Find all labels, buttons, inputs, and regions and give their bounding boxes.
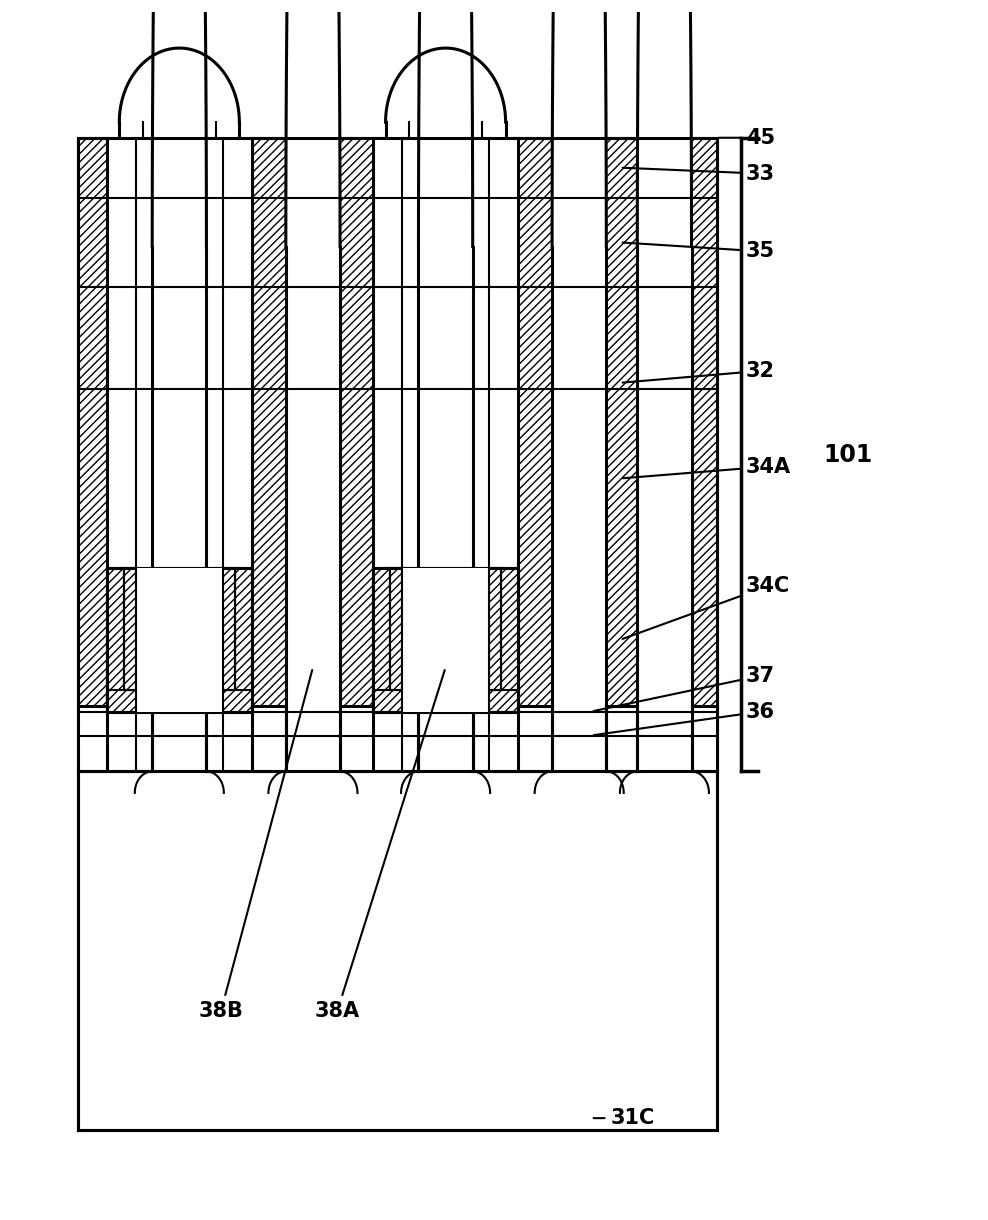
Bar bbox=[372, 569, 390, 711]
Bar bbox=[419, 246, 472, 771]
Bar bbox=[124, 569, 135, 691]
Text: 33: 33 bbox=[622, 163, 775, 183]
Bar bbox=[234, 569, 252, 711]
Bar bbox=[78, 138, 716, 771]
Ellipse shape bbox=[120, 48, 239, 196]
Bar bbox=[78, 705, 152, 771]
Bar bbox=[78, 771, 716, 1130]
Bar bbox=[372, 569, 519, 711]
Bar bbox=[372, 691, 519, 711]
Bar bbox=[135, 569, 223, 711]
Ellipse shape bbox=[419, 0, 472, 1088]
Text: 38A: 38A bbox=[315, 670, 445, 1020]
Bar bbox=[124, 569, 234, 691]
Ellipse shape bbox=[552, 0, 607, 1088]
Bar bbox=[372, 138, 402, 771]
Text: 36: 36 bbox=[594, 702, 775, 736]
Bar bbox=[135, 138, 223, 771]
Bar bbox=[223, 138, 252, 771]
Bar bbox=[472, 705, 552, 771]
Text: 101: 101 bbox=[823, 443, 872, 466]
Bar bbox=[372, 569, 519, 711]
Bar bbox=[286, 246, 340, 771]
Bar bbox=[501, 569, 519, 711]
Bar bbox=[637, 246, 692, 771]
Text: 38B: 38B bbox=[199, 670, 312, 1020]
Bar bbox=[152, 246, 206, 771]
Bar bbox=[107, 569, 252, 711]
Bar bbox=[385, 48, 506, 138]
Bar bbox=[390, 569, 402, 691]
Bar bbox=[607, 705, 637, 771]
Bar bbox=[489, 138, 518, 771]
Text: 45: 45 bbox=[719, 128, 775, 148]
Bar bbox=[692, 705, 716, 771]
Bar bbox=[124, 569, 135, 691]
Bar bbox=[390, 569, 501, 691]
Bar bbox=[206, 705, 286, 771]
Bar bbox=[402, 138, 489, 771]
Bar bbox=[390, 569, 402, 691]
Text: 32: 32 bbox=[622, 361, 775, 383]
Ellipse shape bbox=[152, 0, 206, 1088]
Bar bbox=[223, 569, 234, 691]
Ellipse shape bbox=[385, 48, 506, 196]
Bar bbox=[107, 569, 124, 711]
Bar bbox=[107, 691, 252, 711]
Bar bbox=[107, 138, 135, 771]
Text: 31C: 31C bbox=[594, 1108, 654, 1128]
Bar bbox=[489, 569, 501, 691]
Bar bbox=[552, 246, 607, 771]
Bar bbox=[107, 569, 252, 711]
Bar bbox=[78, 138, 716, 771]
Bar bbox=[402, 569, 489, 711]
Bar bbox=[489, 569, 501, 691]
Text: 34A: 34A bbox=[622, 456, 790, 478]
Bar bbox=[223, 569, 234, 691]
Text: 37: 37 bbox=[594, 666, 775, 711]
Text: 35: 35 bbox=[622, 242, 775, 261]
Bar bbox=[340, 705, 419, 771]
Ellipse shape bbox=[286, 0, 340, 1088]
Text: 34C: 34C bbox=[622, 576, 790, 639]
Bar bbox=[120, 48, 239, 138]
Ellipse shape bbox=[637, 0, 692, 1088]
